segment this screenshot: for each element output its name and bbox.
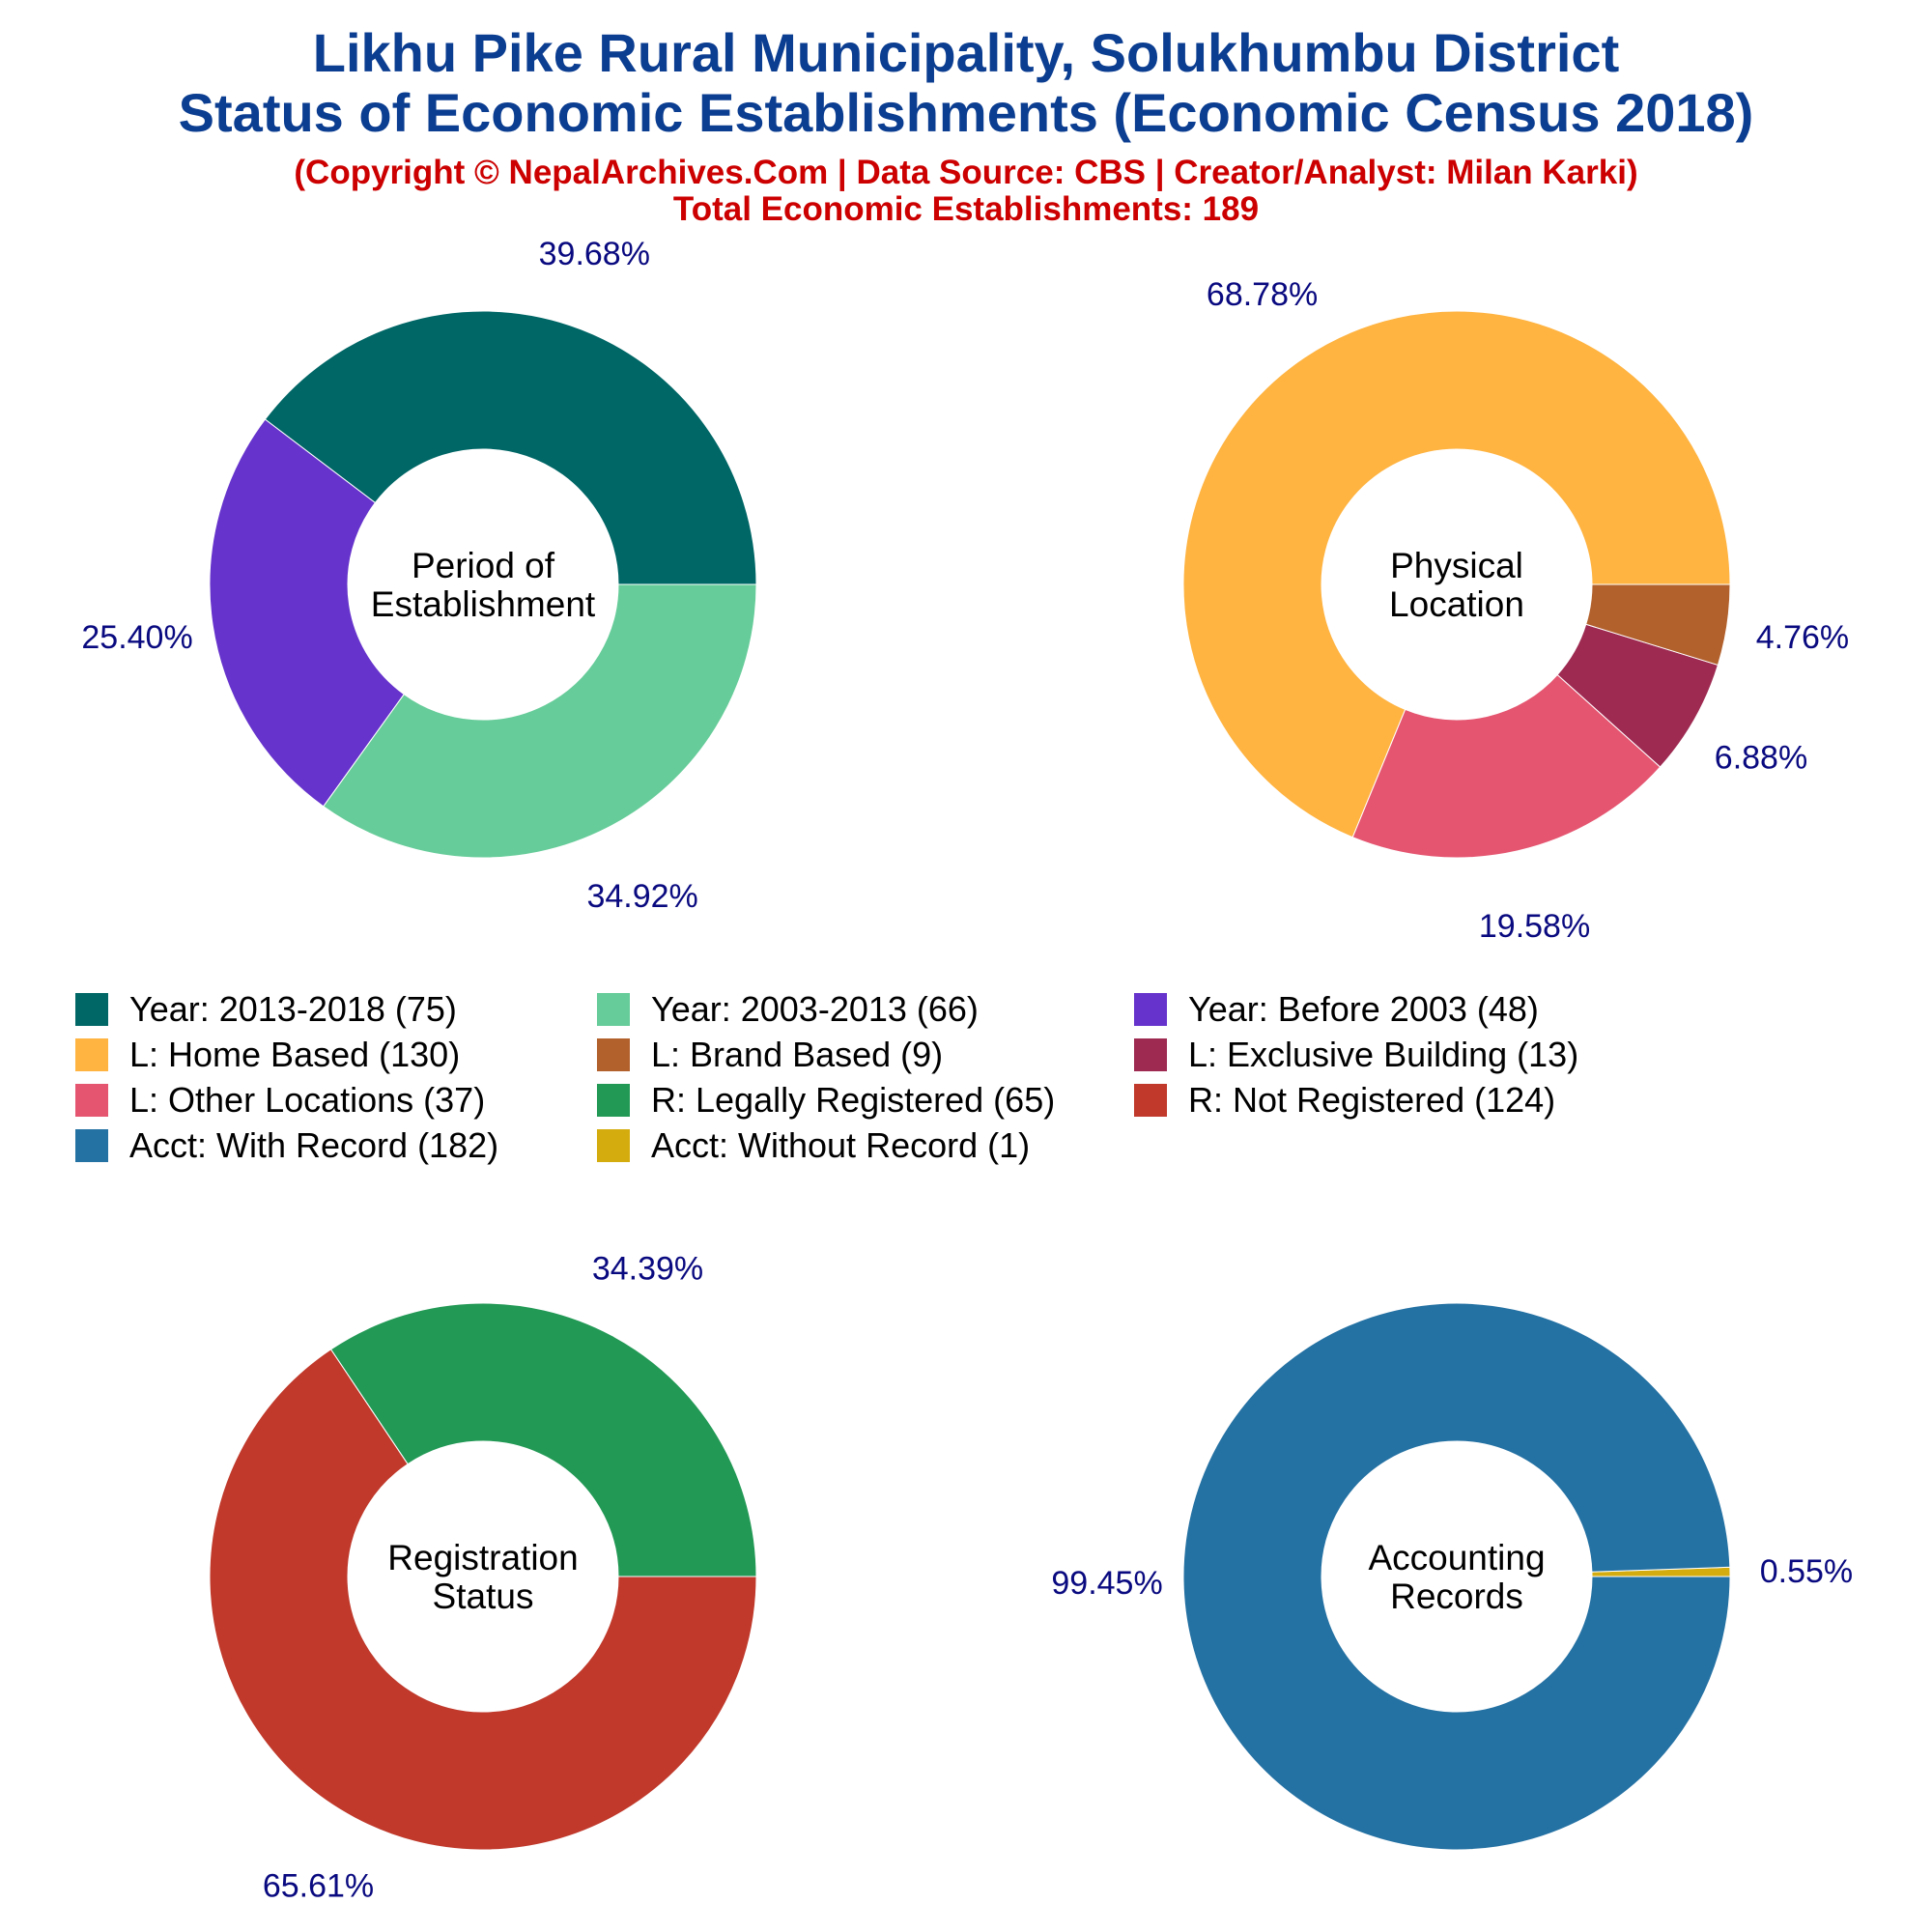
registration-status-percent-label: 34.39%: [592, 1251, 703, 1288]
physical-location-percent-label: 6.88%: [1715, 739, 1807, 776]
legend-swatch: [1134, 1038, 1167, 1071]
legend-item: Year: 2013-2018 (75): [75, 987, 457, 1032]
legend-item: R: Legally Registered (65): [597, 1078, 1055, 1122]
legend-swatch: [597, 1038, 630, 1071]
accounting-records-center-title: Records: [1390, 1577, 1523, 1616]
legend-item: L: Exclusive Building (13): [1134, 1033, 1578, 1077]
physical-location-center-title: Location: [1389, 584, 1524, 624]
chart-title-line-1: Likhu Pike Rural Municipality, Solukhumb…: [312, 22, 1620, 83]
legend-label: L: Exclusive Building (13): [1188, 1035, 1579, 1074]
legend-label: Acct: Without Record (1): [651, 1125, 1031, 1165]
legend-item: L: Brand Based (9): [597, 1033, 943, 1077]
period-of-establishment-percent-label: 25.40%: [81, 619, 192, 656]
physical-location-percent-label: 4.76%: [1756, 619, 1849, 656]
legend-label: Acct: With Record (182): [129, 1125, 499, 1165]
period-of-establishment-percent-label: 34.92%: [586, 878, 697, 915]
legend-swatch: [75, 1129, 108, 1162]
accounting-records-percent-label: 99.45%: [1051, 1565, 1162, 1602]
legend-label: Year: Before 2003 (48): [1188, 989, 1539, 1029]
physical-location-slice-l-home-based-130: [1182, 310, 1731, 838]
registration-status-center-title: Registration: [387, 1538, 578, 1577]
legend-label: R: Not Registered (124): [1188, 1080, 1556, 1120]
total-establishments-subtitle: Total Economic Establishments: 189: [672, 190, 1260, 228]
period-of-establishment-slice-year-2013-2018-75: [264, 310, 757, 585]
period-of-establishment-center-title: Period of: [412, 546, 555, 585]
registration-status-center-title: Status: [433, 1577, 534, 1616]
registration-status-slice-r-legally-registered-65: [329, 1302, 757, 1577]
legend-item: Year: 2003-2013 (66): [597, 987, 979, 1032]
legend-item: L: Other Locations (37): [75, 1078, 485, 1122]
legend-swatch: [75, 1038, 108, 1071]
registration-status-slice-r-not-registered-124: [209, 1349, 757, 1851]
legend-label: Year: 2003-2013 (66): [651, 989, 979, 1029]
legend-swatch: [1134, 993, 1167, 1026]
legend-swatch: [75, 1084, 108, 1117]
copyright-subtitle: (Copyright © NepalArchives.Com | Data So…: [294, 154, 1638, 191]
legend-item: Year: Before 2003 (48): [1134, 987, 1539, 1032]
legend-swatch: [597, 1084, 630, 1117]
legend-swatch: [75, 993, 108, 1026]
legend-swatch: [597, 993, 630, 1026]
physical-location-center-title: Physical: [1390, 546, 1523, 585]
accounting-records-slice-acct-with-record-182: [1182, 1302, 1731, 1851]
chart-title-line-2: Status of Economic Establishments (Econo…: [178, 82, 1754, 143]
legend-item: Acct: Without Record (1): [597, 1123, 1030, 1168]
period-of-establishment-slice-year-before-2003-48: [209, 418, 405, 808]
chart-header: Likhu Pike Rural Municipality, Solukhumb…: [0, 0, 1932, 228]
physical-location-percent-label: 68.78%: [1207, 276, 1318, 313]
legend-swatch: [1134, 1084, 1167, 1117]
legend-label: L: Other Locations (37): [129, 1080, 486, 1120]
physical-location-slice-l-other-locations-37: [1351, 673, 1662, 859]
period-of-establishment-percent-label: 39.68%: [539, 236, 650, 272]
legend-label: Year: 2013-2018 (75): [129, 989, 457, 1029]
registration-status-percent-label: 65.61%: [263, 1867, 374, 1904]
legend-swatch: [597, 1129, 630, 1162]
legend-item: Acct: With Record (182): [75, 1123, 498, 1168]
legend-label: R: Legally Registered (65): [651, 1080, 1056, 1120]
period-of-establishment-center-title: Establishment: [371, 584, 596, 624]
legend-label: L: Brand Based (9): [651, 1035, 944, 1074]
legend-label: L: Home Based (130): [129, 1035, 461, 1074]
legend-item: L: Home Based (130): [75, 1033, 460, 1077]
physical-location-slice-l-brand-based-9: [1585, 583, 1731, 667]
physical-location-percent-label: 19.58%: [1479, 908, 1590, 945]
accounting-records-percent-label: 0.55%: [1760, 1553, 1853, 1590]
period-of-establishment-slice-year-2003-2013-66: [323, 583, 757, 859]
accounting-records-center-title: Accounting: [1368, 1538, 1545, 1577]
legend-item: R: Not Registered (124): [1134, 1078, 1555, 1122]
